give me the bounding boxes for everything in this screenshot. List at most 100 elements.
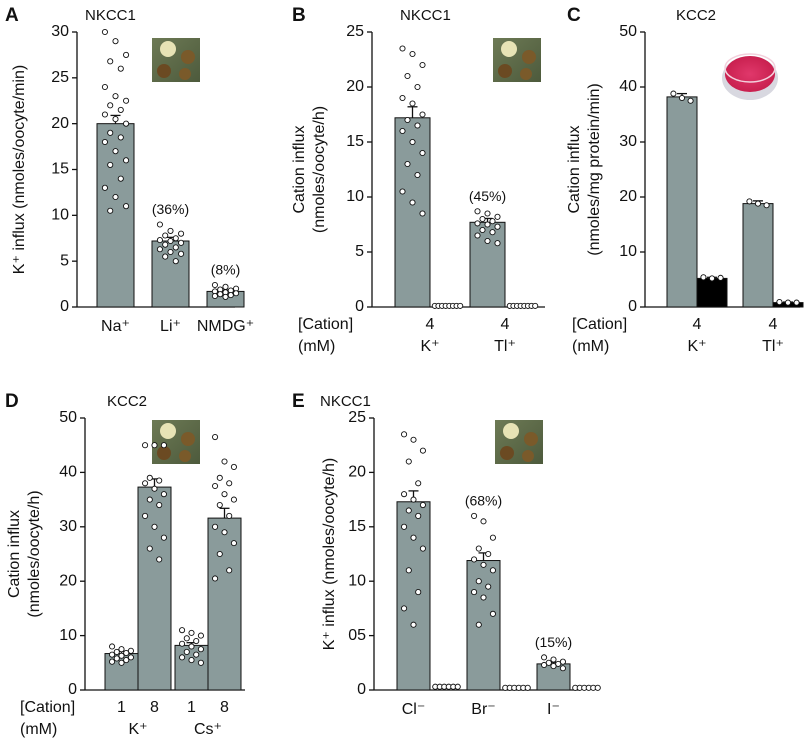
x-tick-label: Cl⁻ [402,701,426,718]
x-tick-label: Li⁺ [160,318,181,335]
panel-letter: A [5,5,19,26]
data-point [178,239,185,246]
x-sub-label: 8 [150,699,159,716]
data-point [156,556,163,563]
y-tick-label: 0 [357,681,366,698]
x-tick-label: Tl⁺ [494,338,516,355]
y-tick-label: 30 [619,133,637,150]
data-point [167,227,174,234]
data-point [172,258,179,265]
data-point [793,299,800,306]
y-tick-label: 0 [355,298,364,315]
x-concentration: 4 [769,316,778,333]
x-sub-label: 8 [220,699,229,716]
x-concentration: 4 [426,316,435,333]
data-point [112,93,119,100]
data-point [178,250,185,257]
culture-dish [722,53,778,100]
x-tick-label: K⁺ [687,338,706,355]
data-point [193,637,200,645]
data-point [230,496,237,503]
oocyte-photo [152,420,200,464]
data-point [414,83,421,91]
data-point [754,200,762,207]
y-tick-label: 50 [619,23,637,40]
data-point [226,567,233,574]
data-point [101,184,108,191]
data-point [226,512,233,519]
data-point [101,111,108,118]
data-point [708,275,716,282]
y-tick-label: 10 [619,243,637,260]
data-point [230,463,237,471]
data-point [221,529,228,536]
data-point [188,643,195,650]
x-tick-label: NMDG⁺ [197,318,254,335]
bar [696,277,728,308]
data-point [415,480,422,487]
data-point [419,149,426,157]
y-tick-label: 15 [348,518,366,535]
data-point [107,129,114,136]
data-point [118,659,125,666]
data-point [226,480,233,487]
data-point [524,684,531,691]
data-point [142,442,149,449]
data-point [474,220,481,227]
data-point [230,540,237,547]
x-tick-label: I⁻ [547,701,560,718]
data-point [415,589,422,596]
x-row-label: (mM) [20,721,57,738]
data-point [101,83,108,91]
data-point [559,665,566,672]
data-point [541,654,548,661]
data-point [146,496,153,503]
data-point [162,253,169,260]
data-point [454,683,461,690]
data-point [179,627,186,634]
y-tick-label: 50 [59,409,77,426]
data-point [233,290,240,297]
data-point [216,550,223,558]
oocyte-photo [152,38,200,82]
data-point [415,512,422,519]
data-point [156,237,163,244]
data-point [117,65,124,72]
data-point [550,663,557,670]
x-row-label: [Cation] [572,316,627,333]
y-tick-label: 30 [51,23,69,40]
data-point [212,433,219,441]
y-tick-label: 25 [346,23,364,40]
y-axis-label: Cation influx [291,125,308,213]
data-point [474,232,481,239]
data-point [399,94,406,102]
data-point [494,240,501,247]
data-point [475,621,482,628]
data-point [183,648,190,655]
data-point [160,442,167,449]
data-point [222,283,229,290]
data-point [212,523,219,530]
annotation: (36%) [152,201,189,217]
annotation: (15%) [535,634,572,650]
data-point [156,246,163,253]
x-concentration: 4 [501,316,510,333]
data-point [401,523,408,530]
annotation: (68%) [465,493,502,509]
data-point [401,431,408,438]
data-point [717,274,724,281]
data-point [188,657,195,664]
x-sub-label: 1 [187,699,196,716]
data-point [479,215,486,223]
annotation: (45%) [469,188,506,204]
data-point [197,646,204,653]
y-tick-label: 40 [619,78,637,95]
data-point [474,208,481,215]
bar [174,644,209,691]
data-point [211,281,218,289]
data-point [112,193,119,201]
data-point [123,157,130,164]
data-point [101,28,108,36]
data-point [414,171,421,179]
